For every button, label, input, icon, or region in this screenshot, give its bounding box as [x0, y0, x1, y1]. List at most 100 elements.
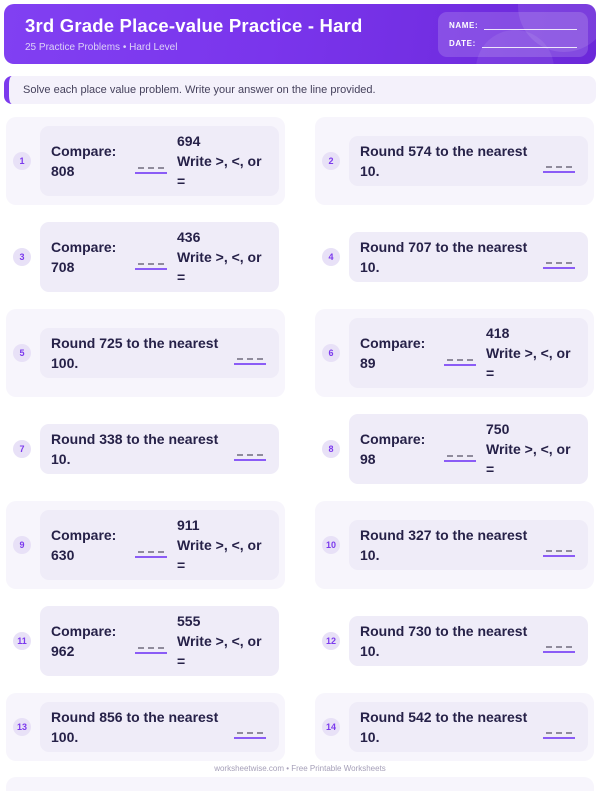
problem-card: Round 338 to the nearest 10. [40, 424, 279, 474]
name-input-line[interactable] [484, 22, 577, 30]
compare-label: Compare: [51, 143, 117, 159]
compare-value-b: 418 [486, 325, 510, 341]
next-row-peek [6, 777, 594, 791]
round-question-text: Round 542 to the nearest 10. [360, 709, 528, 745]
problem-card: Round 542 to the nearest 10. [349, 702, 588, 752]
problem-card: Compare: 708 436 Write >, <, or = [40, 222, 279, 292]
compare-value-b: 694 [177, 133, 201, 149]
answer-blank[interactable] [234, 451, 266, 461]
answer-blank[interactable] [234, 729, 266, 739]
problem-cell: 2 Round 574 to the nearest 10. [315, 117, 594, 205]
answer-blank[interactable] [234, 355, 266, 365]
problem-cell: 5 Round 725 to the nearest 100. [6, 309, 285, 397]
compare-hint: Write >, <, or = [177, 633, 262, 669]
problem-card: Round 707 to the nearest 10. [349, 232, 588, 282]
problem-cell: 14 Round 542 to the nearest 10. [315, 693, 594, 761]
compare-value-a: 808 [51, 163, 75, 179]
compare-right: 436 Write >, <, or = [177, 227, 268, 287]
problem-number-badge: 9 [13, 536, 31, 554]
compare-hint: Write >, <, or = [486, 441, 571, 477]
answer-blank[interactable] [135, 644, 167, 654]
answer-blank[interactable] [135, 548, 167, 558]
compare-value-a: 630 [51, 547, 75, 563]
compare-right: 750 Write >, <, or = [486, 419, 577, 479]
worksheet-header: 3rd Grade Place-value Practice - Hard 25… [4, 4, 596, 64]
problem-number-badge: 2 [322, 152, 340, 170]
problem-number-badge: 14 [322, 718, 340, 736]
problem-number-badge: 10 [322, 536, 340, 554]
problem-number-badge: 4 [322, 248, 340, 266]
answer-blank[interactable] [135, 260, 167, 270]
compare-prompt: Compare: 708 [51, 237, 129, 277]
instructions-text: Solve each place value problem. Write yo… [23, 84, 376, 96]
name-label: NAME: [449, 21, 479, 30]
instructions-bar: Solve each place value problem. Write yo… [4, 76, 596, 104]
problem-number-badge: 8 [322, 440, 340, 458]
page-title: 3rd Grade Place-value Practice - Hard [25, 15, 363, 36]
problem-cell: 9 Compare: 630 911 Write >, <, or = [6, 501, 285, 589]
problem-card: Round 730 to the nearest 10. [349, 616, 588, 666]
answer-blank[interactable] [543, 547, 575, 557]
problem-cell: 6 Compare: 89 418 Write >, <, or = [315, 309, 594, 397]
compare-right: 694 Write >, <, or = [177, 131, 268, 191]
compare-hint: Write >, <, or = [177, 537, 262, 573]
problem-card: Compare: 89 418 Write >, <, or = [349, 318, 588, 388]
answer-blank[interactable] [543, 259, 575, 269]
problem-number-badge: 5 [13, 344, 31, 362]
compare-label: Compare: [51, 527, 117, 543]
compare-value-b: 436 [177, 229, 201, 245]
round-question-text: Round 856 to the nearest 100. [51, 709, 219, 745]
site-footer: worksheetwise.com • Free Printable Works… [214, 764, 386, 773]
round-question-text: Round 327 to the nearest 10. [360, 527, 528, 563]
answer-blank[interactable] [543, 729, 575, 739]
problem-number-badge: 11 [13, 632, 31, 650]
problem-card: Round 725 to the nearest 100. [40, 328, 279, 378]
compare-value-b: 911 [177, 517, 200, 533]
name-date-box: NAME: DATE: [438, 12, 588, 57]
problem-number-badge: 13 [13, 718, 31, 736]
problem-card: Round 856 to the nearest 100. [40, 702, 279, 752]
problem-cell: 4 Round 707 to the nearest 10. [315, 213, 594, 301]
problem-number-badge: 1 [13, 152, 31, 170]
problem-number-badge: 7 [13, 440, 31, 458]
date-row: DATE: [449, 39, 577, 48]
answer-blank[interactable] [543, 163, 575, 173]
compare-right: 555 Write >, <, or = [177, 611, 268, 671]
answer-blank[interactable] [543, 643, 575, 653]
compare-prompt: Compare: 89 [360, 333, 438, 373]
problem-cell: 8 Compare: 98 750 Write >, <, or = [315, 405, 594, 493]
problem-card: Round 327 to the nearest 10. [349, 520, 588, 570]
compare-label: Compare: [360, 431, 426, 447]
compare-label: Compare: [360, 335, 426, 351]
problem-card: Compare: 962 555 Write >, <, or = [40, 606, 279, 676]
compare-value-a: 89 [360, 355, 376, 371]
problem-card: Round 574 to the nearest 10. [349, 136, 588, 186]
compare-right: 911 Write >, <, or = [177, 515, 268, 575]
problem-cell: 13 Round 856 to the nearest 100. [6, 693, 285, 761]
problem-cell: 10 Round 327 to the nearest 10. [315, 501, 594, 589]
compare-value-a: 708 [51, 259, 75, 275]
problem-card: Compare: 98 750 Write >, <, or = [349, 414, 588, 484]
compare-label: Compare: [51, 239, 117, 255]
problem-number-badge: 12 [322, 632, 340, 650]
date-input-line[interactable] [481, 40, 577, 48]
problem-cell: 7 Round 338 to the nearest 10. [6, 405, 285, 493]
problem-cell: 3 Compare: 708 436 Write >, <, or = [6, 213, 285, 301]
round-question-text: Round 725 to the nearest 100. [51, 335, 219, 371]
problem-cell: 12 Round 730 to the nearest 10. [315, 597, 594, 685]
compare-label: Compare: [51, 623, 117, 639]
answer-blank[interactable] [444, 452, 476, 462]
problem-number-badge: 3 [13, 248, 31, 266]
answer-blank[interactable] [444, 356, 476, 366]
compare-right: 418 Write >, <, or = [486, 323, 577, 383]
name-row: NAME: [449, 21, 577, 30]
round-question-text: Round 338 to the nearest 10. [51, 431, 219, 467]
problems-grid: 1 Compare: 808 694 Write >, <, or = 2 Roun… [6, 117, 594, 761]
compare-prompt: Compare: 808 [51, 141, 129, 181]
round-question-text: Round 707 to the nearest 10. [360, 239, 528, 275]
compare-value-a: 98 [360, 451, 376, 467]
problem-number-badge: 6 [322, 344, 340, 362]
answer-blank[interactable] [135, 164, 167, 174]
problem-card: Compare: 630 911 Write >, <, or = [40, 510, 279, 580]
compare-prompt: Compare: 630 [51, 525, 129, 565]
